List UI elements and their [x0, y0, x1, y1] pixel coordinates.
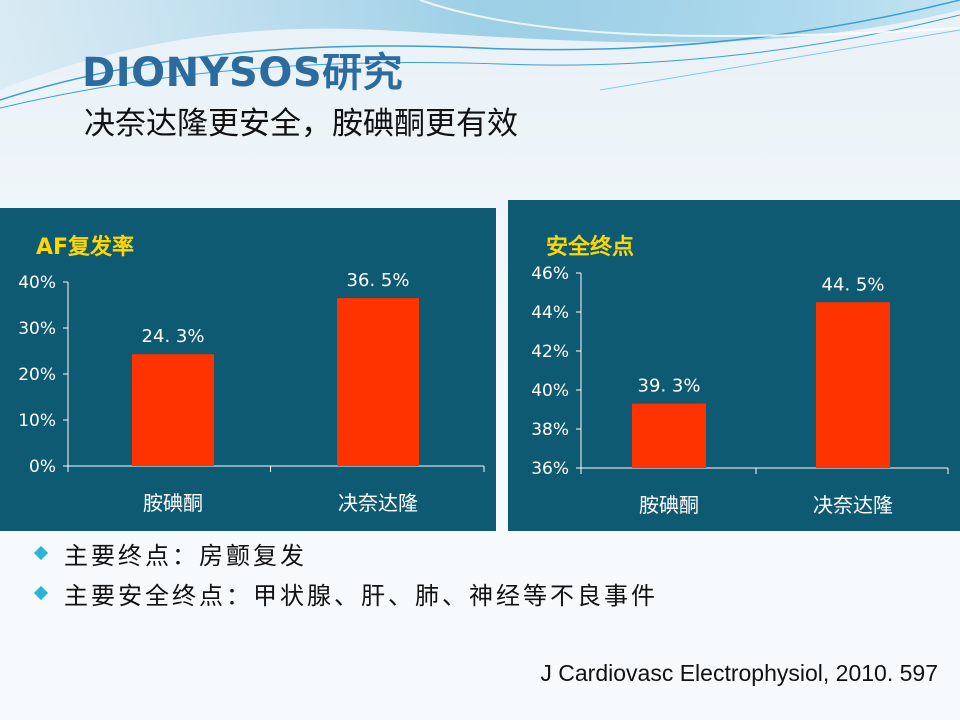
- bullet-text: 主要安全终点：甲状腺、肝、肺、神经等不良事件: [64, 581, 658, 610]
- page-title: DIONYSOS研究: [82, 50, 404, 96]
- y-tick-label: 10%: [18, 411, 56, 431]
- bullet-text: 主要终点：房颤复发: [64, 541, 307, 570]
- y-tick-label: 38%: [531, 420, 569, 440]
- x-category-label: 决奈达隆: [813, 493, 893, 517]
- chart-title: AF复发率: [36, 234, 134, 260]
- y-tick-label: 44%: [531, 303, 569, 323]
- bar: [632, 403, 706, 468]
- page-subtitle: 决奈达隆更安全，胺碘酮更有效: [84, 106, 518, 142]
- y-tick-label: 36%: [531, 459, 569, 479]
- x-category-label: 胺碘酮: [639, 493, 699, 517]
- bar: [132, 354, 214, 466]
- data-label: 44. 5%: [822, 274, 885, 295]
- bar: [816, 302, 890, 468]
- data-label: 39. 3%: [638, 376, 701, 397]
- bullet-diamond-icon: [33, 545, 49, 561]
- bullet-item: 主要安全终点：甲状腺、肝、肺、神经等不良事件: [33, 573, 658, 613]
- data-label: 24. 3%: [142, 326, 205, 347]
- x-category-label: 胺碘酮: [143, 491, 203, 515]
- y-tick-label: 30%: [18, 319, 56, 339]
- y-tick-label: 42%: [531, 342, 569, 362]
- af-recurrence-chart-panel: AF复发率 0% 10% 20% 30% 40% 24. 3% 胺碘酮 36. 5% 决奈达隆: [0, 208, 496, 531]
- y-tick-label: 40%: [18, 273, 56, 293]
- safety-endpoint-chart: 安全终点 36% 38% 40% 42% 44% 46% 39. 3% 胺碘酮 44. 5% 决奈达…: [531, 234, 949, 517]
- x-category-label: 决奈达隆: [338, 491, 418, 515]
- header-wave-decoration: [0, 0, 960, 109]
- bar: [337, 298, 419, 466]
- y-tick-label: 40%: [531, 381, 569, 401]
- citation: J Cardiovasc Electrophysiol, 2010. 597: [540, 660, 938, 686]
- y-tick-label: 46%: [531, 264, 569, 284]
- data-label: 36. 5%: [347, 270, 410, 291]
- y-tick-label: 0%: [29, 457, 56, 477]
- chart-title: 安全终点: [546, 234, 634, 260]
- y-tick-label: 20%: [18, 365, 56, 385]
- bullet-list: 主要终点：房颤复发 主要安全终点：甲状腺、肝、肺、神经等不良事件: [33, 533, 658, 613]
- bullet-diamond-icon: [33, 585, 49, 601]
- af-recurrence-chart: AF复发率 0% 10% 20% 30% 40% 24. 3% 胺碘酮 36. 5% 决奈达隆: [18, 234, 485, 515]
- bullet-item: 主要终点：房颤复发: [33, 533, 658, 573]
- safety-endpoint-chart-panel: 安全终点 36% 38% 40% 42% 44% 46% 39. 3% 胺碘酮 44. 5% 决奈达…: [508, 200, 960, 531]
